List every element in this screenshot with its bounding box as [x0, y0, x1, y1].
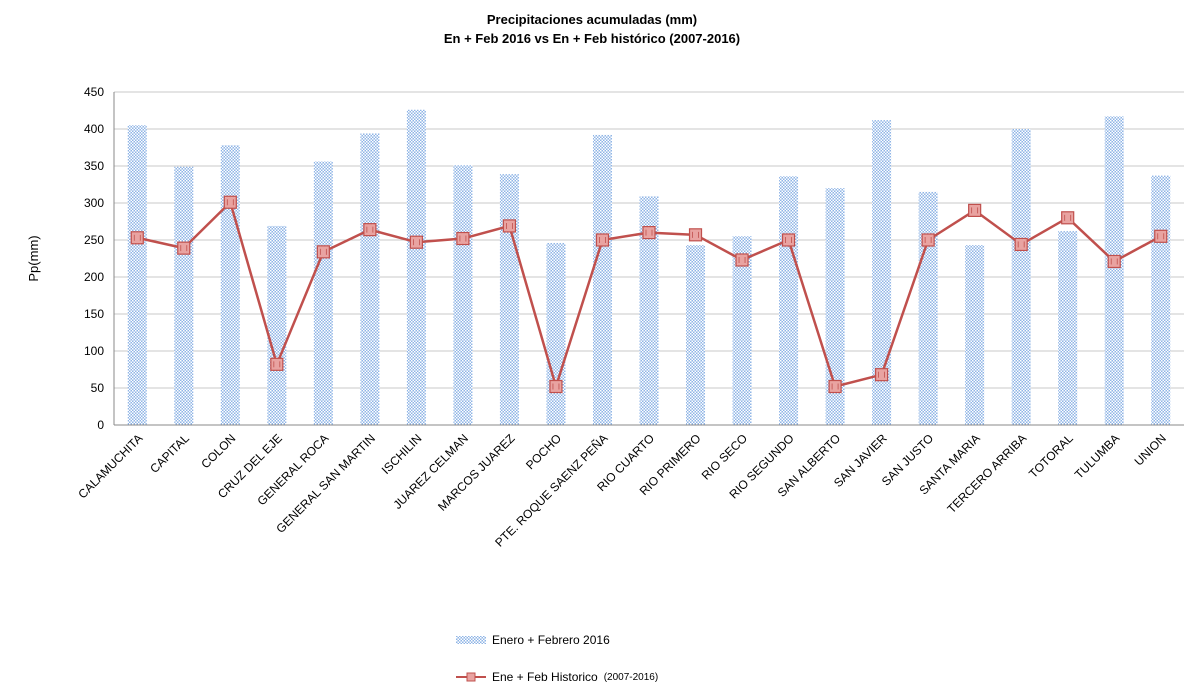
historic-point-23	[1154, 229, 1168, 243]
x-tick-label: GENERAL ROCA	[254, 431, 331, 508]
x-tick-label: TOTORAL	[1026, 431, 1076, 481]
bar-1	[127, 125, 147, 426]
bar-20	[1011, 129, 1031, 425]
x-tick-label: SAN JAVIER	[831, 431, 890, 490]
bar-8	[453, 165, 473, 425]
legend-item-bars: Enero + Febrero 2016	[456, 632, 610, 648]
x-tick-label: PTE. ROQUE SAENZ PEÑA	[492, 431, 610, 549]
bar-10	[546, 242, 566, 425]
historic-point-12	[642, 226, 656, 240]
bar-18	[918, 191, 938, 425]
y-tick-label: 250	[84, 233, 104, 247]
chart-title: Precipitaciones acumuladas (mm)	[486, 12, 698, 27]
x-tick-label: RIO SEGUNDO	[726, 431, 796, 501]
historic-point-4	[270, 357, 284, 371]
historic-point-11	[595, 233, 610, 247]
y-tick-label: 100	[84, 344, 104, 358]
bar-11	[592, 134, 612, 426]
bar-14	[732, 236, 752, 425]
historic-point-9	[502, 219, 517, 233]
bar-4	[267, 225, 287, 425]
y-tick-label: 150	[84, 307, 104, 321]
historic-point-20	[1014, 237, 1028, 252]
y-tick-label: 50	[91, 381, 105, 395]
legend-swatch-line	[456, 672, 486, 682]
bar-22	[1104, 116, 1124, 426]
historic-point-22	[1107, 254, 1121, 269]
historic-point-18	[921, 233, 935, 247]
historic-point-19	[968, 203, 982, 217]
historic-point-10	[549, 379, 563, 394]
x-tick-label: RIO SECO	[699, 431, 750, 482]
historic-line	[136, 201, 1162, 388]
x-tick-label: CAPITAL	[147, 431, 192, 476]
x-tick-label: COLON	[198, 431, 238, 471]
bar-23	[1151, 175, 1171, 425]
x-tick-label: SAN ALBERTO	[775, 431, 844, 500]
x-tick-label: RIO PRIMERO	[637, 431, 704, 498]
historic-point-3	[223, 195, 237, 209]
legend-swatch-bars	[456, 636, 486, 644]
x-tick-label: SANTA MARIA	[916, 431, 982, 497]
bar-3	[220, 145, 240, 425]
historic-point-13	[688, 228, 703, 242]
bar-5	[313, 161, 333, 425]
x-tick-label: TERCERO ARRIBA	[944, 431, 1029, 516]
historic-point-2	[177, 241, 191, 255]
bar-19	[965, 245, 985, 425]
historic-point-6	[363, 223, 377, 237]
bar-17	[872, 120, 892, 426]
x-tick-label: ISCHILIN	[379, 431, 425, 477]
historic-point-8	[456, 231, 470, 246]
x-tick-label: SAN JUSTO	[879, 431, 936, 488]
bar-9	[499, 174, 519, 425]
x-tick-label: GENERAL SAN MARTIN	[273, 431, 378, 536]
bar-12	[639, 196, 659, 425]
x-tick-label: CRUZ DEL EJE	[215, 431, 285, 501]
y-tick-label: 0	[97, 418, 104, 432]
bar-2	[174, 166, 194, 426]
bar-13	[686, 245, 706, 425]
y-axis-title: Pp(mm)	[26, 235, 41, 281]
legend-item-line: Ene + Feb Historico (2007-2016)	[456, 669, 658, 685]
x-tick-label: POCHO	[523, 431, 564, 472]
y-tick-label: 200	[84, 270, 104, 284]
bar-6	[360, 133, 380, 425]
bar-7	[406, 109, 426, 425]
bar-15	[779, 176, 799, 425]
x-tick-label: RIO CUARTO	[594, 431, 657, 494]
x-tick-label: TULUMBA	[1072, 431, 1122, 481]
x-tick-label: MARCOS JUAREZ	[435, 431, 518, 514]
x-tick-label: UNION	[1132, 431, 1169, 468]
y-tick-label: 300	[84, 196, 104, 210]
y-tick-label: 450	[84, 85, 104, 99]
legend-label-line: Ene + Feb Historico	[492, 670, 598, 684]
historic-point-16	[828, 379, 842, 394]
y-tick-label: 400	[84, 122, 104, 136]
historic-point-1	[130, 231, 144, 245]
bar-16	[825, 188, 845, 425]
chart-subtitle: En + Feb 2016 vs En + Feb histórico (200…	[443, 31, 741, 46]
historic-point-5	[316, 245, 330, 259]
legend-label-bars: Enero + Febrero 2016	[492, 633, 610, 647]
x-tick-label: JUAREZ CELMAN	[390, 431, 471, 512]
historic-point-7	[409, 235, 423, 249]
x-tick-label: CALAMUCHITA	[75, 431, 145, 501]
historic-point-17	[875, 368, 889, 382]
bar-21	[1058, 231, 1078, 425]
historic-point-15	[781, 233, 796, 247]
historic-point-14	[735, 253, 749, 267]
y-tick-label: 350	[84, 159, 104, 173]
legend-label-line-suffix: (2007-2016)	[603, 671, 659, 683]
historic-point-21	[1061, 211, 1075, 225]
